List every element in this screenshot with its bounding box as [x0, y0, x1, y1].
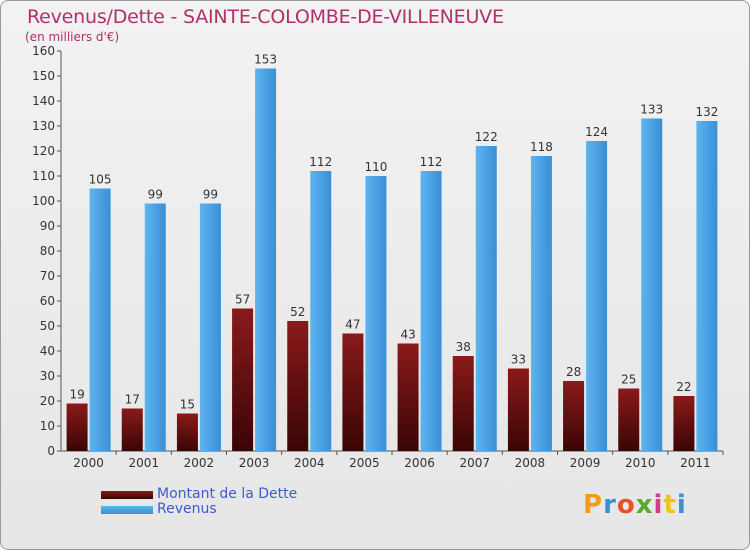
data-label-revenus: 105: [89, 173, 112, 187]
y-tick-label: 50: [40, 319, 55, 333]
data-label-revenus: 118: [530, 140, 553, 154]
y-tick-label: 100: [32, 194, 55, 208]
y-tick-label: 0: [47, 444, 55, 458]
bar-revenus: [310, 171, 332, 451]
data-label-dette: 28: [566, 365, 581, 379]
data-label-revenus: 99: [203, 188, 218, 202]
chart-title: Revenus/Dette - SAINTE-COLOMBE-DE-VILLEN…: [27, 6, 504, 28]
bar-dette: [563, 381, 585, 451]
bar-dette: [507, 368, 529, 451]
bar-dette: [121, 408, 143, 451]
x-tick-label: 2001: [128, 456, 159, 470]
data-label-revenus: 124: [585, 125, 608, 139]
data-label-dette: 38: [456, 340, 471, 354]
bar-revenus: [475, 146, 497, 451]
y-tick-label: 150: [32, 69, 55, 83]
x-tick-label: 2010: [625, 456, 656, 470]
y-tick-label: 10: [40, 419, 55, 433]
data-label-dette: 17: [125, 393, 140, 407]
x-tick-label: 2011: [680, 456, 711, 470]
x-tick-label: 2002: [184, 456, 215, 470]
y-tick-label: 160: [32, 44, 55, 58]
data-label-dette: 47: [345, 318, 360, 332]
bar-dette: [618, 388, 640, 451]
data-label-revenus: 132: [695, 105, 718, 119]
bar-revenus: [586, 141, 608, 451]
data-label-revenus: 99: [148, 188, 163, 202]
x-tick-label: 2006: [404, 456, 435, 470]
data-label-dette: 25: [621, 373, 636, 387]
y-tick-label: 80: [40, 244, 55, 258]
data-label-revenus: 133: [640, 103, 663, 117]
legend-label-dette: Montant de la Dette: [157, 486, 298, 502]
bar-dette: [342, 333, 364, 451]
y-tick-label: 140: [32, 94, 55, 108]
bar-revenus: [144, 203, 166, 451]
x-tick-label: 2009: [570, 456, 601, 470]
bar-dette: [176, 413, 198, 451]
bar-revenus: [420, 171, 442, 451]
data-label-dette: 57: [235, 293, 250, 307]
bar-revenus: [255, 68, 277, 451]
x-tick-label: 2000: [73, 456, 104, 470]
chart-subtitle: (en milliers d'€): [25, 30, 120, 44]
x-tick-label: 2007: [459, 456, 490, 470]
y-tick-label: 110: [32, 169, 55, 183]
data-label-dette: 52: [290, 305, 305, 319]
x-tick-label: 2004: [294, 456, 325, 470]
x-tick-label: 2005: [349, 456, 380, 470]
data-label-revenus: 112: [420, 155, 443, 169]
y-tick-label: 20: [40, 394, 55, 408]
y-tick-label: 130: [32, 119, 55, 133]
bar-dette: [287, 321, 309, 451]
data-label-revenus: 153: [254, 53, 277, 67]
bar-dette: [66, 403, 88, 451]
y-tick-label: 70: [40, 269, 55, 283]
y-tick-label: 30: [40, 369, 55, 383]
data-label-dette: 33: [511, 353, 526, 367]
bar-dette: [452, 356, 474, 451]
bar-revenus: [199, 203, 221, 451]
legend-swatch-revenus: [101, 506, 153, 514]
data-label-revenus: 110: [364, 160, 387, 174]
y-tick-label: 120: [32, 144, 55, 158]
bar-revenus: [365, 176, 387, 451]
bar-revenus: [696, 121, 718, 451]
data-label-dette: 22: [676, 380, 691, 394]
y-tick-label: 90: [40, 219, 55, 233]
y-tick-label: 60: [40, 294, 55, 308]
data-label-dette: 15: [180, 398, 195, 412]
bar-revenus: [641, 118, 663, 451]
legend-swatch-dette: [101, 491, 153, 499]
bar-dette: [397, 343, 419, 451]
data-label-revenus: 122: [475, 130, 498, 144]
bar-revenus: [89, 188, 111, 451]
y-tick-label: 40: [40, 344, 55, 358]
proxiti-logo: Proxiti: [583, 490, 687, 520]
bar-dette: [673, 396, 695, 451]
legend-label-revenus: Revenus: [157, 501, 217, 517]
x-tick-label: 2008: [515, 456, 546, 470]
bar-dette: [232, 308, 254, 451]
data-label-revenus: 112: [309, 155, 332, 169]
data-label-dette: 43: [400, 328, 415, 342]
bar-revenus: [530, 156, 552, 451]
data-label-dette: 19: [69, 388, 84, 402]
x-tick-label: 2003: [239, 456, 270, 470]
